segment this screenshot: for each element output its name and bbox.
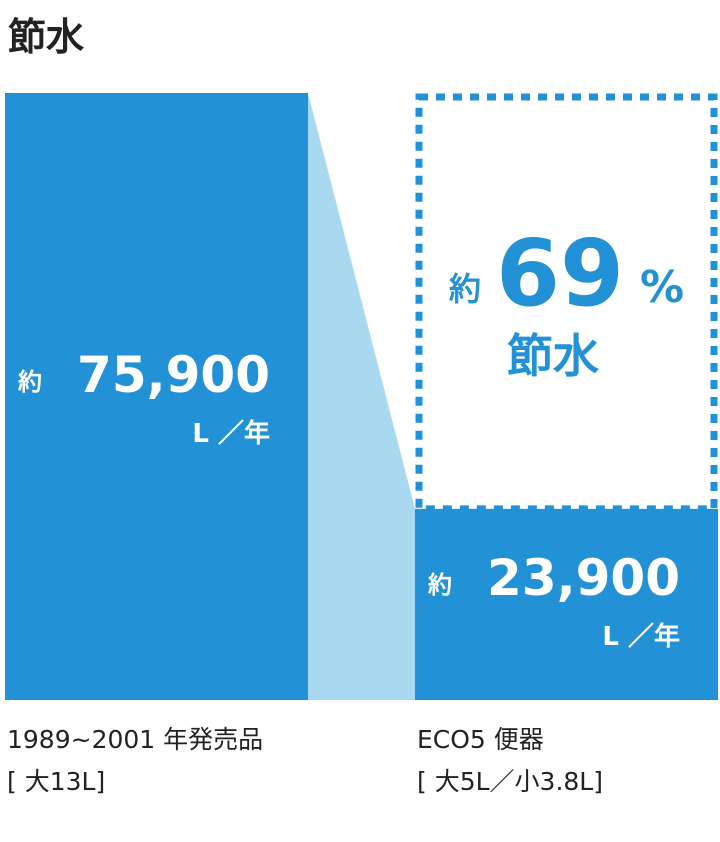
- value-prefix: 約: [427, 571, 452, 599]
- value-unit: L ／年: [602, 621, 680, 652]
- chart-title: 節水: [8, 15, 85, 59]
- saving-value: 69: [496, 220, 624, 327]
- bar: [5, 93, 308, 700]
- saving-unit: %: [640, 262, 684, 313]
- value-unit: L ／年: [192, 418, 270, 449]
- category-label: 1989~2001 年発売品: [7, 725, 263, 754]
- category-note: [ 大13L]: [7, 767, 105, 796]
- saving-prefix: 約: [449, 270, 481, 308]
- bar: [415, 508, 718, 700]
- value-label: 75,900: [77, 346, 270, 404]
- category-label: ECO5 便器: [417, 725, 544, 754]
- saving-label: 節水: [507, 329, 600, 383]
- value-label: 23,900: [487, 549, 680, 607]
- category-note: [ 大5L／小3.8L]: [417, 767, 603, 796]
- value-prefix: 約: [17, 368, 42, 396]
- connector: [308, 93, 415, 700]
